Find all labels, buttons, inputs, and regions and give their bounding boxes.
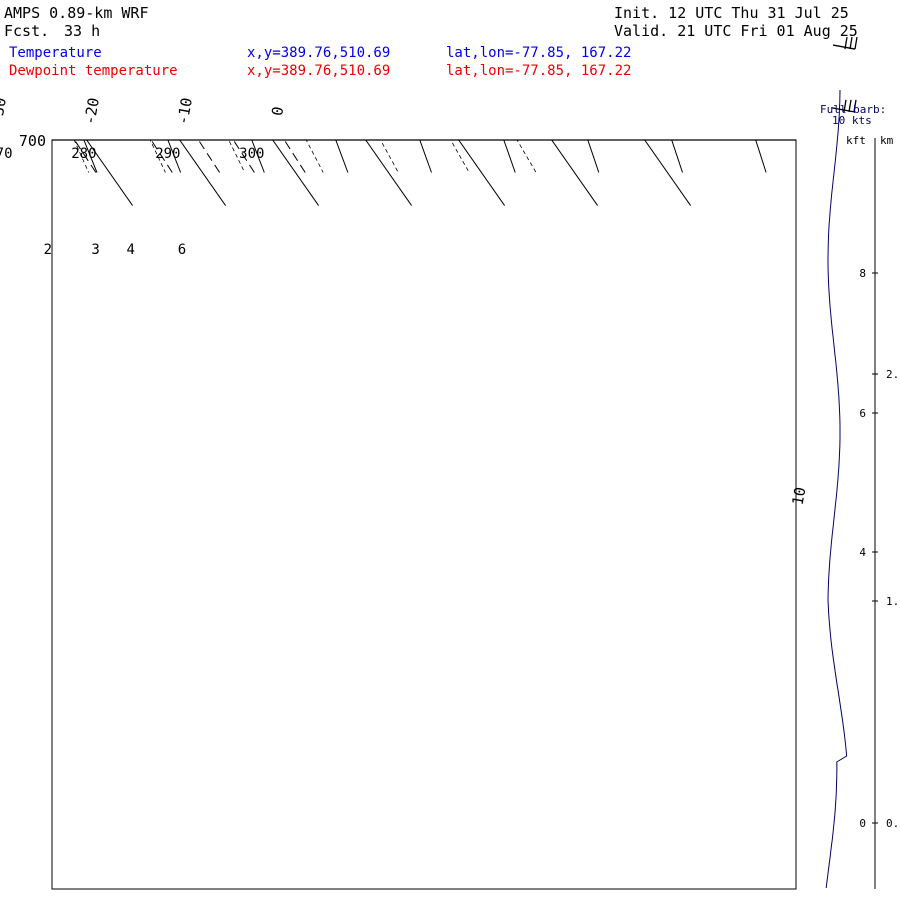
- wind-barb-flag: [849, 36, 853, 50]
- wind-barb-flag: [854, 36, 858, 50]
- forecast-label: Fcst.: [4, 22, 50, 40]
- dry-adiabat-line: [755, 140, 767, 173]
- forecast-hours: 33 h: [64, 22, 101, 40]
- wind-staff-line: [825, 89, 848, 889]
- mixing-ratio-label: 4: [126, 242, 134, 258]
- legend-temperature-name: Temperature: [9, 45, 102, 61]
- wind-legend-title: Full barb:: [820, 103, 887, 116]
- dry-adiabat-line: [419, 140, 432, 173]
- isotherm-label: -10: [174, 96, 196, 126]
- km-tick-label: 2.: [886, 368, 899, 381]
- isobars: [52, 139, 796, 141]
- kft-label: kft: [846, 134, 866, 147]
- km-tick-label: 1.: [886, 595, 899, 608]
- dry-adiabats: [83, 0, 850, 173]
- dry-adiabat-line: [671, 140, 683, 173]
- wind-barb-flag: [843, 99, 847, 113]
- isotherm-label: -30: [0, 96, 10, 126]
- isotherms: [86, 140, 692, 206]
- wind-barb-staff: [831, 107, 855, 113]
- isotherm-line: [365, 140, 413, 206]
- wind-barb-flag: [844, 36, 848, 50]
- isobar-label: 700: [19, 132, 46, 150]
- isotherm-line: [458, 140, 506, 206]
- dry-adiabat-line: [574, 0, 850, 173]
- wind-barb-flag: [848, 99, 852, 113]
- theta-label: 300: [239, 146, 264, 162]
- mixing-ratio-label: 3: [91, 242, 99, 258]
- km-tick-label: 0.: [886, 817, 899, 830]
- legend-dewpoint-xy: x,y=389.76,510.69: [247, 63, 391, 79]
- isotherm-line: [272, 140, 320, 206]
- plot-frame: [51, 139, 797, 890]
- kft-tick-label: 6: [859, 407, 866, 420]
- isotherm-label: 10: [789, 486, 810, 507]
- wind-legend-value: 10 kts: [832, 114, 872, 127]
- legend-temperature-latlon: lat,lon=-77.85, 167.22: [446, 45, 632, 61]
- valid-time: Valid. 21 UTC Fri 01 Aug 25: [614, 22, 858, 40]
- legend-dewpoint-latlon: lat,lon=-77.85, 167.22: [446, 63, 632, 79]
- wind-barb-staff: [832, 44, 856, 50]
- theta-label: 290: [155, 146, 180, 162]
- theta-label: 280: [71, 146, 96, 162]
- model-title: AMPS 0.89-km WRF: [4, 4, 149, 22]
- legend-temperature-xy: x,y=389.76,510.69: [247, 45, 391, 61]
- kft-tick-label: 0: [859, 817, 866, 830]
- km-label: km: [880, 134, 894, 147]
- isotherm-label: 0: [268, 105, 287, 117]
- isotherm-line: [86, 140, 134, 206]
- isotherm-line: [644, 140, 692, 206]
- axis-labels: 7008009001000-70-60-50-40-30-20-10010220…: [0, 96, 810, 507]
- mixing-ratio-label: 6: [178, 242, 186, 258]
- legend-dewpoint-name: Dewpoint temperature: [9, 63, 178, 79]
- height-axis: kft km 8 6 4 0 2. 1. 0.: [846, 134, 899, 889]
- kft-tick-label: 8: [859, 267, 866, 280]
- isotherm-label: -20: [81, 96, 103, 126]
- theta-label: 270: [0, 146, 13, 162]
- init-time: Init. 12 UTC Thu 31 Jul 25: [614, 4, 849, 22]
- wind-profile: [825, 36, 858, 889]
- kft-tick-label: 4: [859, 546, 866, 559]
- wind-barb-flag: [853, 99, 857, 113]
- mixing-ratio-label: 2: [44, 242, 52, 258]
- dry-adiabat-line: [587, 140, 600, 173]
